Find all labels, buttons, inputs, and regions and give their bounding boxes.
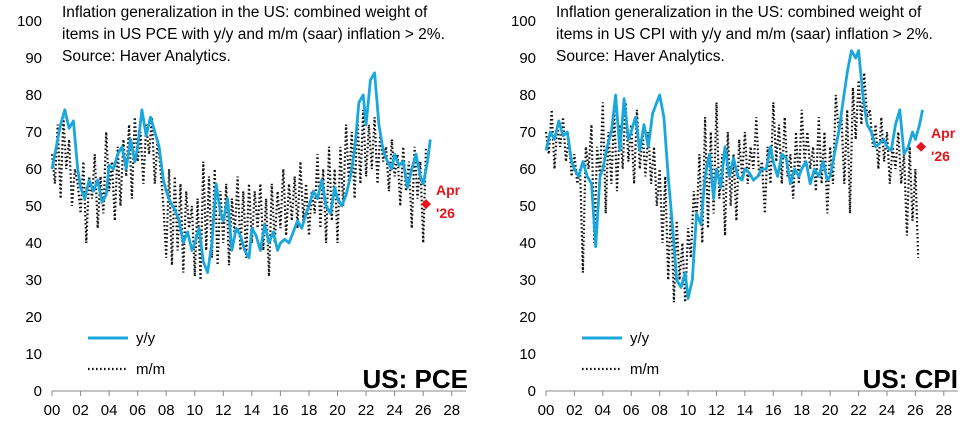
pce-marker-label-month: Apr xyxy=(436,182,461,198)
cpi-series-group xyxy=(544,49,924,303)
cpi-x-tick-label: 10 xyxy=(680,402,697,419)
pce-x-axis: 00 02 04 06 08 10 12 14 16 18 20 22 24 26 28 xyxy=(44,391,460,419)
cpi-y-tick-label: 0 xyxy=(528,383,536,400)
pce-title-line-3: Source: Haver Analytics. xyxy=(62,48,231,65)
cpi-y-axis: 0 10 20 30 40 50 60 70 80 90 100 xyxy=(511,13,536,400)
cpi-y-tick-label: 30 xyxy=(519,272,536,289)
pce-x-tick-label: 28 xyxy=(443,402,460,419)
cpi-legend: y/y m/m xyxy=(582,330,659,378)
cpi-y-tick-label: 70 xyxy=(519,124,536,141)
pce-y-tick-label: 100 xyxy=(17,13,42,30)
pce-x-tick-label: 14 xyxy=(244,402,261,419)
cpi-y-tick-label: 80 xyxy=(519,87,536,104)
cpi-x-tick-label: 08 xyxy=(651,402,668,419)
pce-x-tick-label: 26 xyxy=(415,402,432,419)
pce-x-tick-label: 10 xyxy=(186,402,203,419)
pce-y-tick-label: 60 xyxy=(25,161,42,178)
cpi-y-tick-label: 100 xyxy=(511,13,536,30)
cpi-corner-label: US: CPI xyxy=(863,364,958,394)
pce-y-tick-label: 80 xyxy=(25,87,42,104)
pce-x-tick-label: 02 xyxy=(72,402,89,419)
cpi-title-line-3: Source: Haver Analytics. xyxy=(556,48,725,65)
cpi-x-tick-label: 18 xyxy=(793,402,810,419)
pce-x-tick-label: 16 xyxy=(272,402,289,419)
pce-y-tick-label: 20 xyxy=(25,309,42,326)
cpi-x-tick-label: 04 xyxy=(594,402,611,419)
pce-y-tick-label: 70 xyxy=(25,124,42,141)
pce-yy-line xyxy=(50,71,432,275)
cpi-title-line-1: Inflation generalization in the US: comb… xyxy=(556,4,922,21)
pce-y-tick-label: 90 xyxy=(25,50,42,67)
pce-title-line-2: items in US PCE with y/y and m/m (saar) … xyxy=(62,26,445,43)
pce-x-tick-label: 18 xyxy=(301,402,318,419)
cpi-y-tick-label: 90 xyxy=(519,50,536,67)
pce-x-tick-label: 20 xyxy=(329,402,346,419)
cpi-x-tick-label: 26 xyxy=(907,402,924,419)
pce-x-tick-label: 24 xyxy=(386,402,403,419)
cpi-y-tick-label: 40 xyxy=(519,235,536,252)
pce-latest-marker: Apr '26 xyxy=(421,182,461,221)
cpi-x-tick-label: 16 xyxy=(765,402,782,419)
pce-title: Inflation generalization in the US: comb… xyxy=(62,4,445,65)
pce-legend-mm-label: m/m xyxy=(136,361,165,378)
pce-legend: y/y m/m xyxy=(88,330,165,378)
pce-y-tick-label: 30 xyxy=(25,272,42,289)
cpi-x-tick-label: 24 xyxy=(879,402,896,419)
cpi-y-tick-label: 50 xyxy=(519,198,536,215)
pce-legend-yy-label: y/y xyxy=(136,330,156,347)
cpi-mm-line xyxy=(544,72,920,303)
cpi-x-tick-label: 22 xyxy=(850,402,867,419)
pce-x-tick-label: 08 xyxy=(158,402,175,419)
pce-y-tick-label: 50 xyxy=(25,198,42,215)
cpi-x-tick-label: 02 xyxy=(566,402,583,419)
cpi-chart-panel: Inflation generalization in the US: comb… xyxy=(511,4,958,419)
cpi-x-axis: 00 02 04 06 08 10 12 14 16 18 20 22 24 26 28 xyxy=(538,391,952,419)
pce-x-tick-label: 00 xyxy=(44,402,61,419)
pce-series-group xyxy=(50,71,432,281)
cpi-legend-mm-label: m/m xyxy=(630,361,659,378)
pce-x-tick-label: 06 xyxy=(129,402,146,419)
pce-mm-line xyxy=(50,109,428,281)
cpi-latest-marker: Apr '26 xyxy=(916,125,956,164)
pce-x-tick-label: 22 xyxy=(358,402,375,419)
cpi-title: Inflation generalization in the US: comb… xyxy=(556,4,933,65)
pce-marker-label-year: '26 xyxy=(436,205,455,221)
cpi-y-tick-label: 10 xyxy=(519,346,536,363)
cpi-x-tick-label: 12 xyxy=(708,402,725,419)
cpi-x-tick-label: 28 xyxy=(935,402,952,419)
pce-chart-panel: Inflation generalization in the US: comb… xyxy=(17,4,468,419)
cpi-x-tick-label: 14 xyxy=(737,402,754,419)
cpi-marker-diamond xyxy=(916,141,927,152)
pce-y-tick-label: 10 xyxy=(25,346,42,363)
pce-title-line-1: Inflation generalization in the US: comb… xyxy=(62,4,428,21)
cpi-marker-label-year: '26 xyxy=(931,148,950,164)
cpi-x-tick-label: 06 xyxy=(623,402,640,419)
pce-x-tick-label: 04 xyxy=(101,402,118,419)
pce-marker-diamond xyxy=(421,199,432,210)
pce-y-tick-label: 0 xyxy=(34,383,42,400)
cpi-y-tick-label: 20 xyxy=(519,309,536,326)
cpi-x-tick-label: 00 xyxy=(538,402,555,419)
cpi-yy-line xyxy=(544,49,924,300)
cpi-title-line-2: items in US CPI with y/y and m/m (saar) … xyxy=(556,26,933,43)
cpi-y-tick-label: 60 xyxy=(519,161,536,178)
cpi-marker-label-month: Apr xyxy=(931,125,956,141)
pce-y-axis: 0 10 20 30 40 50 60 70 80 90 100 xyxy=(17,13,42,400)
pce-y-tick-label: 40 xyxy=(25,235,42,252)
cpi-x-tick-label: 20 xyxy=(822,402,839,419)
pce-corner-label: US: PCE xyxy=(363,364,468,394)
pce-x-tick-label: 12 xyxy=(215,402,232,419)
cpi-legend-yy-label: y/y xyxy=(630,330,650,347)
